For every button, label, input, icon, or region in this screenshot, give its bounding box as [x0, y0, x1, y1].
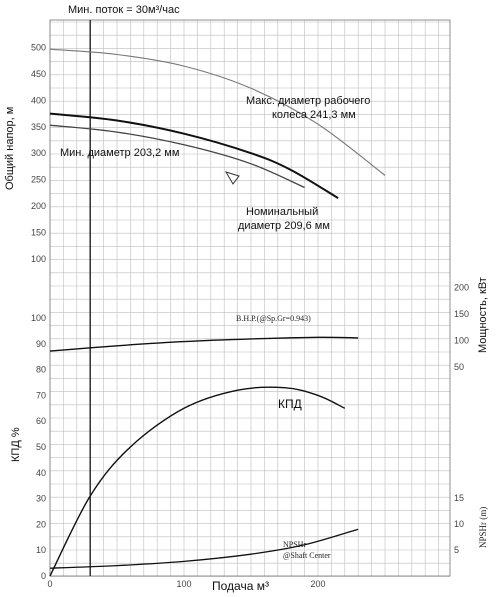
power-tick-label: 150: [454, 309, 469, 319]
efficiency-tick-label: 90: [36, 339, 46, 349]
npsh-curve: [49, 528, 359, 569]
npsh-axis-title: NPSHr (m): [478, 507, 488, 548]
bhp-label: B.H.P.(@Sp.Gr=0.943): [236, 314, 311, 323]
efficiency-tick-label: 70: [36, 390, 46, 400]
curves: [49, 48, 386, 577]
max-diameter-curve: [49, 48, 386, 176]
grid: [49, 19, 451, 577]
efficiency-tick-label: 30: [36, 494, 46, 504]
max-diameter-label-line2: колеса 241,3 мм: [272, 109, 356, 121]
npsh-tick-label: 5: [454, 545, 459, 555]
npsh-label-line1: NPSHr: [283, 540, 306, 549]
efficiency-tick-label: 20: [36, 519, 46, 529]
plot-frame: [49, 19, 451, 577]
efficiency-tick-label: 50: [36, 442, 46, 452]
bhp-curve: [49, 336, 359, 352]
max-diameter-label-line1: Макс. диаметр рабочего: [246, 95, 370, 107]
head-tick-label: 500: [31, 43, 46, 53]
npsh-tick-label: 10: [454, 519, 464, 529]
head-tick-label: 150: [31, 227, 46, 237]
tick-labels: 1001502002503003504004505005010015020001…: [31, 43, 469, 589]
head-tick-label: 200: [31, 201, 46, 211]
efficiency-tick-label: 100: [31, 313, 46, 323]
efficiency-tick-label: 80: [36, 365, 46, 375]
nominal-diameter-label-line2: диаметр 209,6 мм: [238, 220, 330, 232]
efficiency-curve: [49, 386, 346, 577]
power-tick-label: 200: [454, 283, 469, 293]
npsh-label-line2: @Shaft Center: [283, 551, 331, 560]
nominal-diameter-curve: [49, 112, 339, 199]
head-tick-label: 450: [31, 69, 46, 79]
operating-point-marker: [224, 171, 240, 185]
head-tick-label: 400: [31, 95, 46, 105]
power-tick-label: 100: [454, 336, 469, 346]
x-tick-label: 100: [176, 579, 191, 589]
efficiency-axis-title: КПД %: [10, 427, 22, 462]
x-tick-label: 0: [47, 579, 52, 589]
min-flow-note: Мин. поток = 30м³/час: [68, 4, 180, 16]
power-axis-title: Мощность, кВт: [477, 277, 489, 353]
head-tick-label: 100: [31, 254, 46, 264]
npsh-tick-label: 15: [454, 493, 464, 503]
efficiency-tick-label: 10: [36, 545, 46, 555]
efficiency-tick-label: 60: [36, 416, 46, 426]
x-axis-title: Подача м³: [212, 579, 269, 593]
power-tick-label: 50: [454, 362, 464, 372]
min-diameter-label: Мин. диаметр 203,2 мм: [60, 147, 179, 159]
min-diameter-curve: [49, 124, 305, 189]
x-tick-label: 200: [310, 579, 325, 589]
head-tick-label: 250: [31, 175, 46, 185]
head-tick-label: 350: [31, 122, 46, 132]
efficiency-label: КПД: [278, 397, 302, 411]
nominal-diameter-label-line1: Номинальный: [246, 206, 318, 218]
head-axis-title: Общий напор, м: [4, 107, 16, 190]
efficiency-tick-label: 0: [41, 571, 46, 581]
efficiency-tick-label: 40: [36, 468, 46, 478]
head-tick-label: 300: [31, 148, 46, 158]
